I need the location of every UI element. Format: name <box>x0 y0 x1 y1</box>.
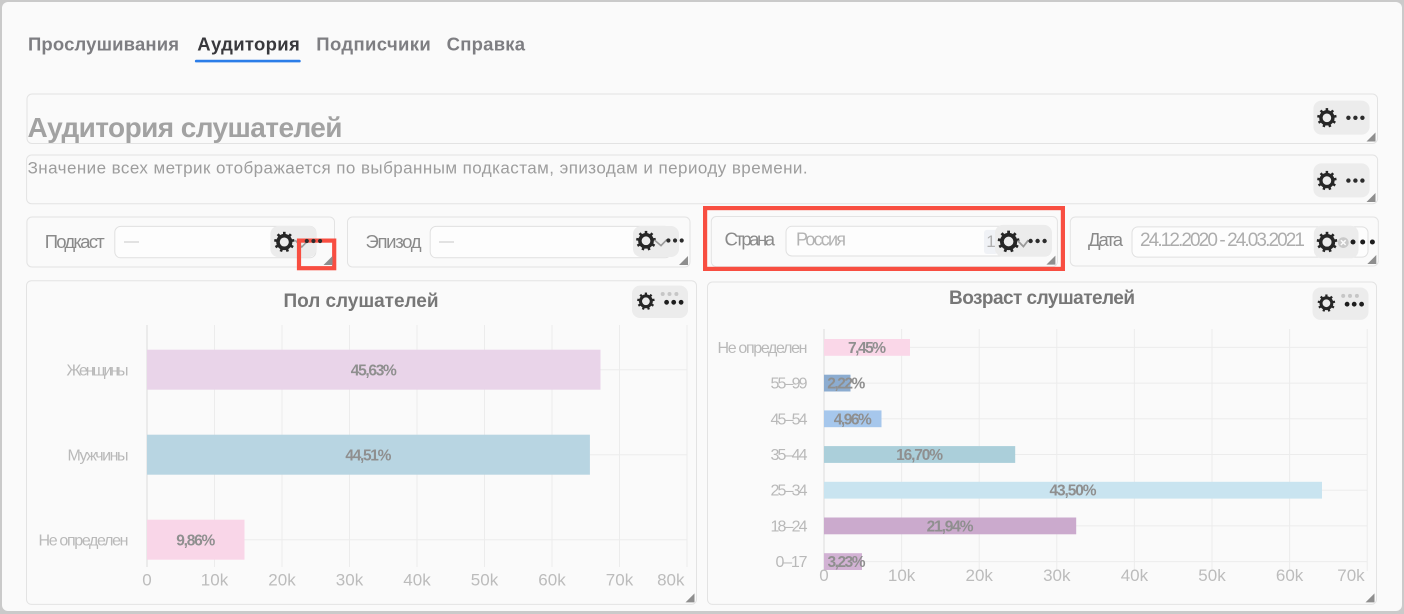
svg-text:60k: 60k <box>1276 566 1304 585</box>
svg-text:21,94%: 21,94% <box>927 518 974 535</box>
svg-text:9,86%: 9,86% <box>176 533 215 550</box>
svg-text:45,63%: 45,63% <box>351 363 397 380</box>
svg-text:35–44: 35–44 <box>771 447 808 464</box>
svg-text:Мужчины: Мужчины <box>68 448 129 465</box>
svg-text:44,51%: 44,51% <box>345 448 391 465</box>
svg-text:Страна: Страна <box>725 228 776 249</box>
svg-text:Пол слушателей: Пол слушателей <box>284 291 439 312</box>
svg-text:2,22%: 2,22% <box>827 376 865 393</box>
svg-text:0: 0 <box>819 566 828 585</box>
svg-text:Подписчики: Подписчики <box>316 33 431 54</box>
svg-text:4,96%: 4,96% <box>834 411 872 428</box>
svg-text:70k: 70k <box>1337 566 1365 585</box>
svg-text:20k: 20k <box>965 566 993 585</box>
svg-text:1: 1 <box>986 232 995 251</box>
svg-text:30k: 30k <box>336 571 364 590</box>
svg-text:30k: 30k <box>1043 566 1071 585</box>
svg-text:10k: 10k <box>201 571 229 590</box>
svg-text:Не определен: Не определен <box>39 533 129 550</box>
svg-text:16,70%: 16,70% <box>896 447 943 464</box>
svg-text:25–34: 25–34 <box>771 483 808 500</box>
svg-text:18–24: 18–24 <box>771 518 808 535</box>
svg-text:24.12.2020 - 24.03.2021: 24.12.2020 - 24.03.2021 <box>1140 230 1305 251</box>
svg-text:20k: 20k <box>268 571 296 590</box>
svg-text:Возраст слушателей: Возраст слушателей <box>949 288 1135 309</box>
svg-text:50k: 50k <box>471 571 499 590</box>
svg-text:70k: 70k <box>606 571 634 590</box>
svg-text:—: — <box>124 233 139 250</box>
svg-text:Дата: Дата <box>1088 229 1124 250</box>
svg-text:Россия: Россия <box>796 229 846 249</box>
svg-text:10k: 10k <box>888 566 916 585</box>
svg-text:50k: 50k <box>1198 566 1226 585</box>
svg-text:40k: 40k <box>1121 566 1149 585</box>
svg-text:—: — <box>439 233 454 250</box>
svg-text:55–99: 55–99 <box>771 376 808 393</box>
svg-text:Подкаст: Подкаст <box>45 231 106 252</box>
svg-text:Прослушивания: Прослушивания <box>28 33 179 54</box>
svg-text:Аудитория: Аудитория <box>197 33 299 54</box>
svg-text:7,45%: 7,45% <box>848 340 886 357</box>
svg-text:3,23%: 3,23% <box>828 554 866 571</box>
svg-text:40k: 40k <box>403 571 431 590</box>
svg-text:Значение всех метрик отображае: Значение всех метрик отображается по выб… <box>28 158 808 177</box>
svg-text:Женщины: Женщины <box>67 363 129 380</box>
svg-text:43,50%: 43,50% <box>1050 483 1097 500</box>
svg-text:Эпизод: Эпизод <box>366 231 422 252</box>
svg-text:60k: 60k <box>538 571 566 590</box>
svg-text:Аудитория слушателей: Аудитория слушателей <box>28 112 343 143</box>
svg-text:Не определен: Не определен <box>718 340 808 357</box>
svg-text:80k: 80k <box>657 571 685 590</box>
svg-text:0: 0 <box>142 571 151 590</box>
svg-text:45–54: 45–54 <box>771 411 808 428</box>
svg-text:Справка: Справка <box>447 33 526 54</box>
svg-text:0–17: 0–17 <box>776 554 808 571</box>
